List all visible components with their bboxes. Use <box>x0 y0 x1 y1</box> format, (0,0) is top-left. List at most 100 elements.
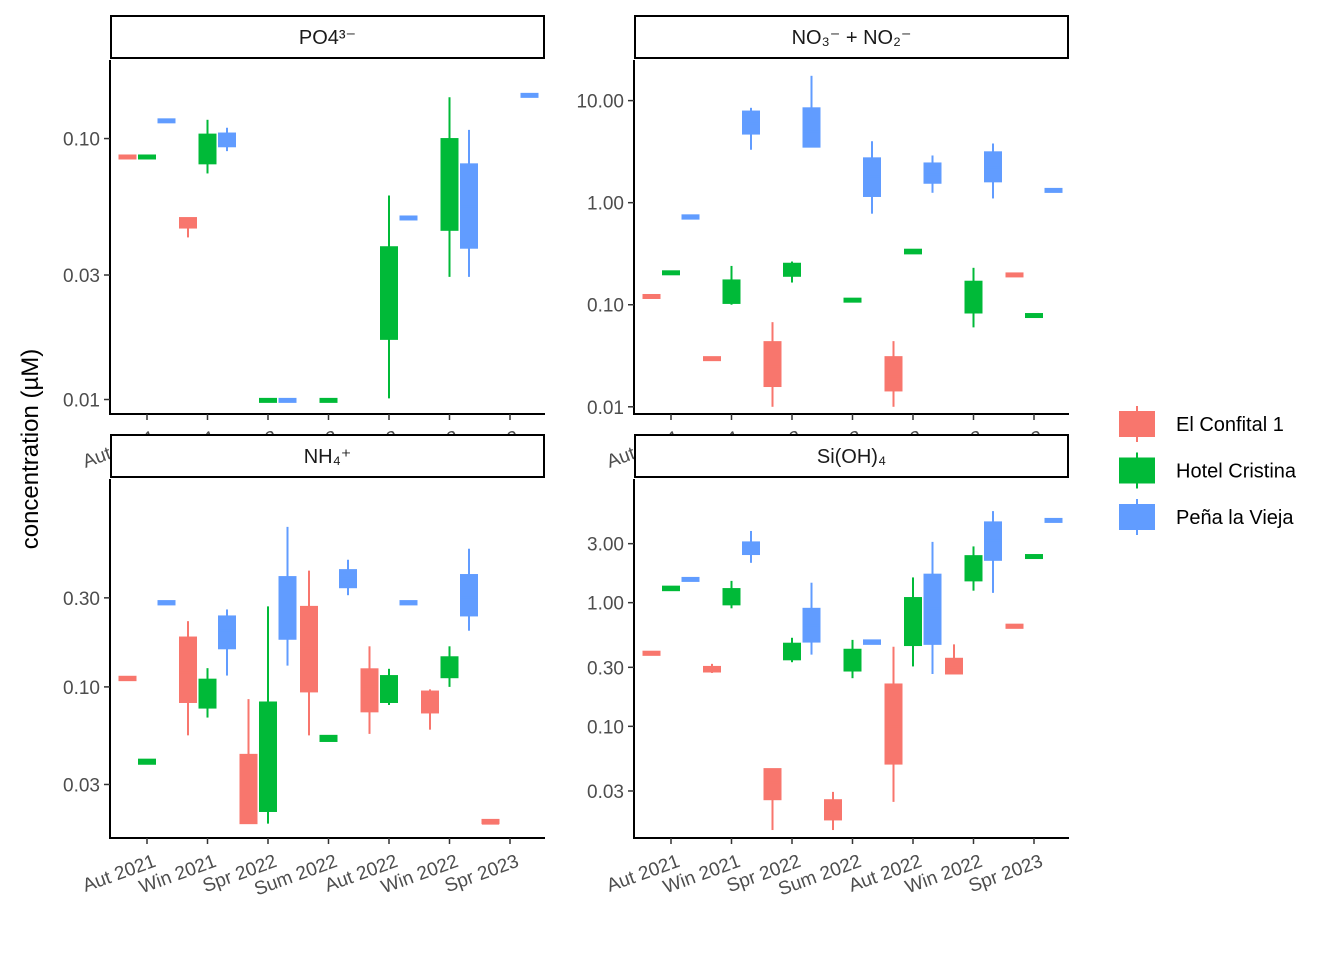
box-hotel-cristina <box>1025 313 1043 319</box>
box-pe-a-la-vieja <box>399 215 418 221</box>
facet-strip <box>634 15 1069 59</box>
box-el-confital-1 <box>703 663 721 673</box>
box-pe-a-la-vieja <box>984 143 1002 199</box>
legend-key <box>1119 457 1155 484</box>
box-hotel-cristina <box>259 397 277 403</box>
box-pe-a-la-vieja <box>218 609 236 676</box>
box-hotel-cristina <box>380 195 398 399</box>
box-el-confital-1 <box>824 791 842 831</box>
box-hotel-cristina <box>904 577 922 667</box>
box-body <box>179 636 197 703</box>
box-pe-a-la-vieja <box>460 129 478 277</box>
box-hotel-cristina <box>783 637 801 663</box>
box-pe-a-la-vieja <box>278 526 297 666</box>
legend-item: Peña la Vieja <box>1119 499 1294 535</box>
box-hotel-cristina <box>843 639 862 679</box>
box-el-confital-1 <box>421 689 439 730</box>
legend-key <box>1119 411 1155 437</box>
box-el-confital-1 <box>1005 272 1024 278</box>
box-pe-a-la-vieja <box>157 118 176 124</box>
box-pe-a-la-vieja <box>923 155 942 193</box>
legend-label: Hotel Cristina <box>1176 461 1297 483</box>
box-body <box>259 701 277 812</box>
box-body <box>802 107 821 148</box>
y-tick-label: 0.30 <box>587 658 624 679</box>
facet-strip-label: Si(OH)₄ <box>817 446 886 468</box>
box-el-confital-1 <box>179 217 197 238</box>
box-el-confital-1 <box>1005 623 1024 629</box>
box-pe-a-la-vieja <box>863 141 881 214</box>
box-el-confital-1 <box>703 356 721 362</box>
box-pe-a-la-vieja <box>742 107 760 150</box>
box-el-confital-1 <box>642 650 661 656</box>
box-el-confital-1 <box>642 293 661 299</box>
legend: El Confital 1 Hotel Cristina Peña la Vieja <box>1119 406 1297 535</box>
box-body <box>460 574 478 617</box>
box-body <box>360 668 379 713</box>
box-hotel-cristina <box>138 154 156 160</box>
facet-strip <box>634 434 1069 478</box>
box-pe-a-la-vieja <box>278 397 297 403</box>
box-hotel-cristina <box>198 119 217 174</box>
box-pe-a-la-vieja <box>218 127 236 152</box>
box-pe-a-la-vieja <box>984 511 1002 593</box>
box-hotel-cristina <box>783 261 801 283</box>
box-el-confital-1 <box>763 322 782 407</box>
box-pe-a-la-vieja <box>1044 517 1063 523</box>
facet-strip-label: NH₄⁺ <box>304 446 352 468</box>
facet-strip-label: NO₃⁻ + NO₂⁻ <box>792 27 912 49</box>
box-hotel-cristina <box>198 668 217 718</box>
box-pe-a-la-vieja <box>157 600 176 606</box>
box-body <box>884 356 903 392</box>
box-body <box>421 690 439 714</box>
box-hotel-cristina <box>440 646 459 687</box>
box-body <box>278 576 297 640</box>
y-tick-label: 3.00 <box>587 535 624 556</box>
box-body <box>763 768 782 801</box>
y-tick-label: 0.10 <box>63 678 100 699</box>
box-el-confital-1 <box>118 154 137 160</box>
box-pe-a-la-vieja <box>399 600 418 606</box>
box-body <box>239 753 258 825</box>
box-pe-a-la-vieja <box>681 214 700 220</box>
box-body <box>945 657 963 675</box>
box-hotel-cristina <box>259 606 277 824</box>
box-el-confital-1 <box>884 341 903 407</box>
box-body <box>179 217 197 229</box>
box-el-confital-1 <box>763 768 782 831</box>
box-hotel-cristina <box>138 758 156 765</box>
box-hotel-cristina <box>380 668 398 705</box>
box-pe-a-la-vieja <box>1044 187 1063 193</box>
box-body <box>440 656 459 679</box>
box-hotel-cristina <box>964 267 983 328</box>
box-hotel-cristina <box>904 248 922 255</box>
box-hotel-cristina <box>722 265 741 305</box>
y-tick-label: 0.01 <box>587 398 624 419</box>
y-tick-label: 0.03 <box>587 782 624 803</box>
box-pe-a-la-vieja <box>460 548 478 631</box>
box-hotel-cristina <box>319 397 338 403</box>
box-el-confital-1 <box>179 621 197 736</box>
legend-item: Hotel Cristina <box>1119 452 1297 489</box>
box-el-confital-1 <box>300 570 318 736</box>
box-el-confital-1 <box>481 818 500 825</box>
y-tick-label: 0.30 <box>63 589 100 610</box>
legend-label: Peña la Vieja <box>1176 507 1294 529</box>
box-body <box>722 279 741 304</box>
legend-item: El Confital 1 <box>1119 406 1284 442</box>
box-hotel-cristina <box>1025 554 1043 560</box>
box-body <box>198 678 217 709</box>
box-body <box>843 648 862 672</box>
facet-strip-label: PO4³⁻ <box>299 27 356 49</box>
y-tick-label: 0.03 <box>63 775 100 796</box>
facet-strip <box>110 15 545 59</box>
box-body <box>763 341 782 388</box>
box-body <box>742 541 760 556</box>
y-tick-label: 10.00 <box>576 92 624 113</box>
box-pe-a-la-vieja <box>863 639 881 645</box>
